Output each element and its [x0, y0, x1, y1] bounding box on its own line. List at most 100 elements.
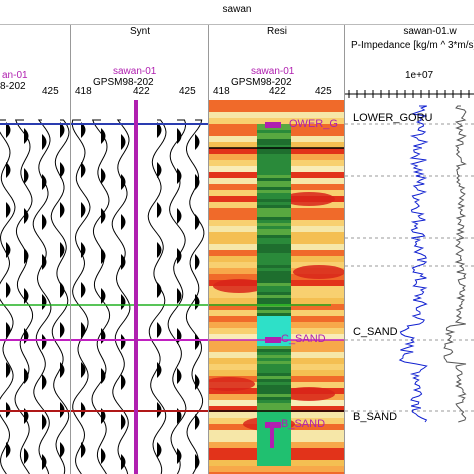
- synt-lobe: [177, 328, 182, 344]
- resi-well-column-band: [257, 166, 291, 169]
- seismic-panel[interactable]: an-01 8-202 425: [0, 24, 70, 474]
- resi-well-column-band: [257, 289, 291, 292]
- resi-well-column-band: [257, 145, 291, 148]
- resi-band: [209, 472, 345, 474]
- resi-well-column-band: [257, 253, 291, 256]
- resi-well-column-band: [257, 163, 291, 166]
- seismic-lobe: [42, 134, 47, 150]
- window-title: sawan: [222, 4, 252, 15]
- synt-lobe: [81, 282, 86, 298]
- resi-tick-418: 418: [213, 86, 230, 97]
- synt-lobe: [195, 174, 200, 190]
- synt-lobe: [81, 202, 86, 218]
- resi-well-column-band: [257, 199, 291, 202]
- synt-lobe: [101, 128, 106, 144]
- seismic-lobe: [60, 122, 65, 138]
- resi-well-column-band: [257, 454, 291, 457]
- seismic-lobe: [60, 282, 65, 298]
- resi-colored-section: [209, 100, 345, 474]
- resi-well-column-band: [257, 133, 291, 136]
- lower-goru-marker-label: OWER_G: [289, 118, 338, 130]
- seismic-lobe: [60, 202, 65, 218]
- synt-wiggle-traces: [71, 100, 209, 474]
- log-panel[interactable]: sawan-01.w P-Impedance [kg/m ^ 3*m/s)] 1…: [344, 24, 474, 474]
- synt-lobe: [195, 454, 200, 470]
- seismic-lobe: [42, 254, 47, 270]
- resi-well-column-band: [257, 127, 291, 130]
- resi-well-label: sawan-01: [251, 66, 295, 77]
- resi-well-column-band: [257, 328, 291, 331]
- resi-well-column-band: [257, 379, 291, 382]
- resi-well-column-band: [257, 325, 291, 328]
- resi-well-column-band: [257, 397, 291, 400]
- c-sand-label: C_SAND: [353, 326, 398, 338]
- resi-well-column-band: [257, 187, 291, 190]
- seismic-lobe: [60, 242, 65, 258]
- synt-lobe: [121, 374, 126, 390]
- resi-well-column-band: [257, 265, 291, 268]
- resi-red-blob: [283, 192, 335, 206]
- resi-well-column-band: [257, 196, 291, 199]
- synt-trace: [91, 119, 111, 474]
- synt-lobe: [101, 208, 106, 224]
- resi-well-column-band: [257, 274, 291, 277]
- resi-well-column-band: [257, 286, 291, 289]
- resi-well-column-band: [257, 142, 291, 145]
- p-impedance-curve: [398, 105, 429, 423]
- seismic-lobe: [60, 322, 65, 338]
- resi-well-column-band: [257, 358, 291, 361]
- resi-well-column-band: [257, 172, 291, 175]
- seismic-project-label: 8-202: [0, 81, 26, 92]
- resi-well-column-band: [257, 247, 291, 250]
- resi-well-column-band: [257, 361, 291, 364]
- resi-well-column-band: [257, 463, 291, 466]
- resi-well-column-band: [257, 406, 291, 409]
- resi-well-column-band: [257, 208, 291, 211]
- synt-lobe: [157, 362, 162, 378]
- header-divider: [0, 24, 474, 25]
- resi-well-column-band: [257, 139, 291, 142]
- resi-well-column-band: [257, 271, 291, 274]
- resi-well-column-band: [257, 385, 291, 388]
- seismic-lobe: [24, 168, 29, 184]
- resi-well-column-band: [257, 400, 291, 403]
- synt-project-label: GPSM98-202: [93, 77, 154, 88]
- log-panel-title: sawan-01.w: [403, 26, 457, 37]
- resi-well-column-band: [257, 319, 291, 322]
- synt-tick-425: 425: [179, 86, 196, 97]
- resi-well-column-band: [257, 331, 291, 334]
- resi-well-column-band: [257, 367, 291, 370]
- synt-lobe: [195, 414, 200, 430]
- seismic-lobe: [6, 242, 11, 258]
- seismic-lobe: [6, 282, 11, 298]
- synt-lobe: [101, 288, 106, 304]
- synt-lobe: [177, 288, 182, 304]
- resi-well-column-band: [257, 157, 291, 160]
- resi-well-column-band: [257, 349, 291, 352]
- synt-lobe: [81, 162, 86, 178]
- resi-well-column-band: [257, 193, 291, 196]
- seismic-lobe: [6, 202, 11, 218]
- seismic-lobe: [6, 322, 11, 338]
- synt-panel[interactable]: Synt sawan-01 GPSM98-202 418 422 425: [70, 24, 209, 474]
- resi-well-column-band: [257, 244, 291, 247]
- impedance-log-curves: [345, 90, 474, 423]
- seismic-lobe: [24, 208, 29, 224]
- resi-panel[interactable]: Resi sawan-01 GPSM98-202 418 422 425 OWE…: [208, 24, 345, 474]
- resi-well-column-band: [257, 283, 291, 286]
- resi-well-column-band: [257, 184, 291, 187]
- synt-lobe: [101, 248, 106, 264]
- synt-lobe: [121, 134, 126, 150]
- seismic-lobe: [24, 128, 29, 144]
- synt-lobe: [195, 134, 200, 150]
- seismic-well-label: an-01: [2, 70, 28, 81]
- seismic-lobe: [42, 374, 47, 390]
- resi-well-column-band: [257, 238, 291, 241]
- synt-lobe: [121, 294, 126, 310]
- resi-well-column-band: [257, 181, 291, 184]
- resi-well-column-band: [257, 313, 291, 316]
- synt-lobe: [101, 448, 106, 464]
- b-sand-label: B_SAND: [353, 411, 398, 423]
- c-sand-marker-label: C_SAND: [281, 333, 326, 345]
- resi-well-column-band: [257, 151, 291, 154]
